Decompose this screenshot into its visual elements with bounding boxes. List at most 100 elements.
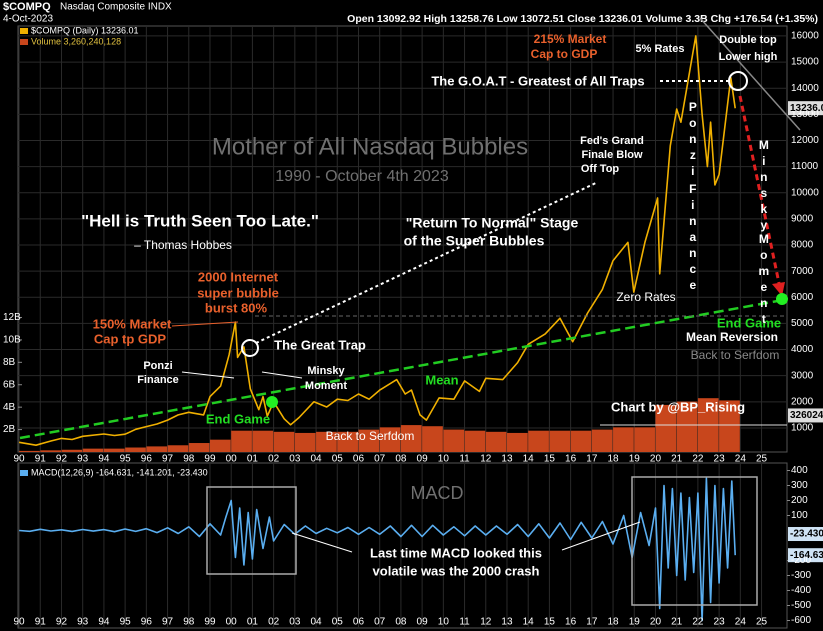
x-tick-label: 93: [77, 454, 89, 465]
macd-panel: [17, 462, 788, 629]
connector: [561, 521, 641, 551]
x-tick-label: 91: [35, 454, 47, 465]
x-tick-label: 22: [692, 454, 704, 465]
volume-bar: [209, 439, 231, 452]
annotation: Moment: [757, 232, 771, 328]
green-dot: [776, 293, 788, 305]
x-tick-label: 06: [353, 617, 365, 628]
annotation: 150% Market: [93, 316, 172, 331]
value-box-label: 326024: [790, 410, 823, 421]
x-tick-label: 99: [204, 617, 216, 628]
x-tick-label: 23: [714, 617, 726, 628]
annotation: Last time MACD looked this: [370, 545, 542, 560]
x-tick-label: 91: [35, 617, 47, 628]
annotation: Zero Rates: [616, 290, 675, 304]
x-tick-label: 18: [607, 454, 619, 465]
volume-bar: [40, 450, 61, 452]
x-tick-label: 10: [438, 454, 450, 465]
annotation-shapes: [19, 17, 801, 606]
volume-bar: [316, 431, 337, 452]
y-tick-label: 9000: [791, 214, 814, 225]
x-tick-label: 01: [247, 617, 259, 628]
y-tick-label: -600: [791, 615, 811, 626]
annotation: 1990 - October 4th 2023: [275, 168, 449, 185]
y-tick-label: -200: [791, 555, 811, 566]
y-tick-label: 16000: [791, 31, 819, 42]
y-tick-label: 13000: [791, 109, 819, 120]
y-tick-label: 6000: [791, 292, 814, 303]
annotation: 2000 Internet: [198, 269, 279, 284]
x-tick-label: 02: [268, 617, 280, 628]
y-tick-label: 200: [791, 495, 808, 506]
annotation: volatile was the 2000 crash: [373, 563, 540, 578]
highlight-box: [206, 486, 297, 575]
volume-bar: [231, 430, 252, 452]
symbol-name: Nasdaq Composite INDX: [60, 2, 172, 13]
line: [18, 35, 736, 446]
annotation: Finance: [686, 182, 700, 294]
x-tick-label: 00: [226, 454, 238, 465]
y-tick-label: 11000: [791, 161, 819, 172]
annotation: End Game: [717, 315, 781, 330]
line: [19, 477, 736, 622]
annotation: Chart by @BP_Rising: [611, 399, 745, 414]
x-tick-label: 94: [98, 617, 110, 628]
mean-line: [19, 298, 784, 440]
x-tick-label: 08: [395, 454, 407, 465]
annotation: "Hell is Truth Seen Too Late.": [81, 211, 319, 230]
x-tick-label: 98: [183, 454, 195, 465]
x-tick-label: 98: [183, 617, 195, 628]
volume-bar: [125, 447, 146, 452]
y-tick-label: 2000: [791, 396, 814, 407]
annotation: Minsky: [307, 365, 345, 377]
plot-layer: [18, 26, 823, 628]
x-tick-label: 92: [56, 454, 68, 465]
y-tick-label: 300: [791, 480, 808, 491]
x-tick-label: 03: [289, 454, 301, 465]
trend-line: [699, 17, 801, 131]
x-tick-label: 93: [77, 617, 89, 628]
annotation: Double top: [719, 34, 777, 46]
x-tick-label: 04: [310, 617, 322, 628]
x-tick-label: 14: [523, 454, 535, 465]
volume-bar: [146, 446, 168, 452]
volume-bar: [485, 431, 507, 452]
annotation: super bubble: [197, 285, 279, 300]
x-tick-label: 10: [438, 617, 450, 628]
x-tick-label: 22: [692, 617, 704, 628]
volume-tick-label: 10B: [3, 335, 21, 346]
volume-bar: [103, 448, 125, 452]
annotation: 215% Market: [534, 32, 607, 46]
legend-entry: MACD(12,26,9) -164.631, -141.201, -23.43…: [31, 467, 208, 477]
x-tick-label: 06: [353, 454, 365, 465]
x-tick-label: 95: [120, 617, 132, 628]
legend-swatch: [20, 470, 28, 476]
y-tick-label: 100: [791, 510, 808, 521]
x-tick-label: 13: [501, 617, 513, 628]
y-tick-label: 5000: [791, 318, 814, 329]
x-tick-label: 16: [565, 617, 577, 628]
y-tick-label: -400: [791, 585, 811, 596]
legend-entry: Volume 3,260,240,128: [31, 36, 121, 46]
annotation: Cap to GDP: [531, 47, 598, 61]
volume-tick-label: 2B: [3, 424, 16, 435]
connector: [181, 371, 235, 379]
annotation: Ponzi: [686, 100, 700, 180]
y-tick-label: 15000: [791, 57, 819, 68]
annotation: Mother of All Nasdaq Bubbles: [212, 133, 528, 160]
value-box-label: 13236.01: [790, 103, 823, 114]
x-tick-label: 11: [459, 454, 470, 465]
annotation: Back to Serfdom: [691, 348, 780, 362]
panel-title: MACD: [411, 483, 464, 503]
x-tick-label: 90: [13, 617, 25, 628]
red-arrow: [738, 95, 782, 289]
value-box: [788, 101, 823, 116]
quote: Open 13092.92 High 13258.76 Low 13072.51…: [347, 13, 818, 25]
x-tick-label: 14: [523, 617, 535, 628]
volume-bar: [167, 445, 189, 452]
volume-bar: [422, 426, 443, 452]
annotation: "Return To Normal" Stage: [406, 215, 579, 231]
y-tick-label: 3000: [791, 370, 814, 381]
y-tick-label: 14000: [791, 83, 819, 94]
x-tick-label: 07: [374, 454, 386, 465]
